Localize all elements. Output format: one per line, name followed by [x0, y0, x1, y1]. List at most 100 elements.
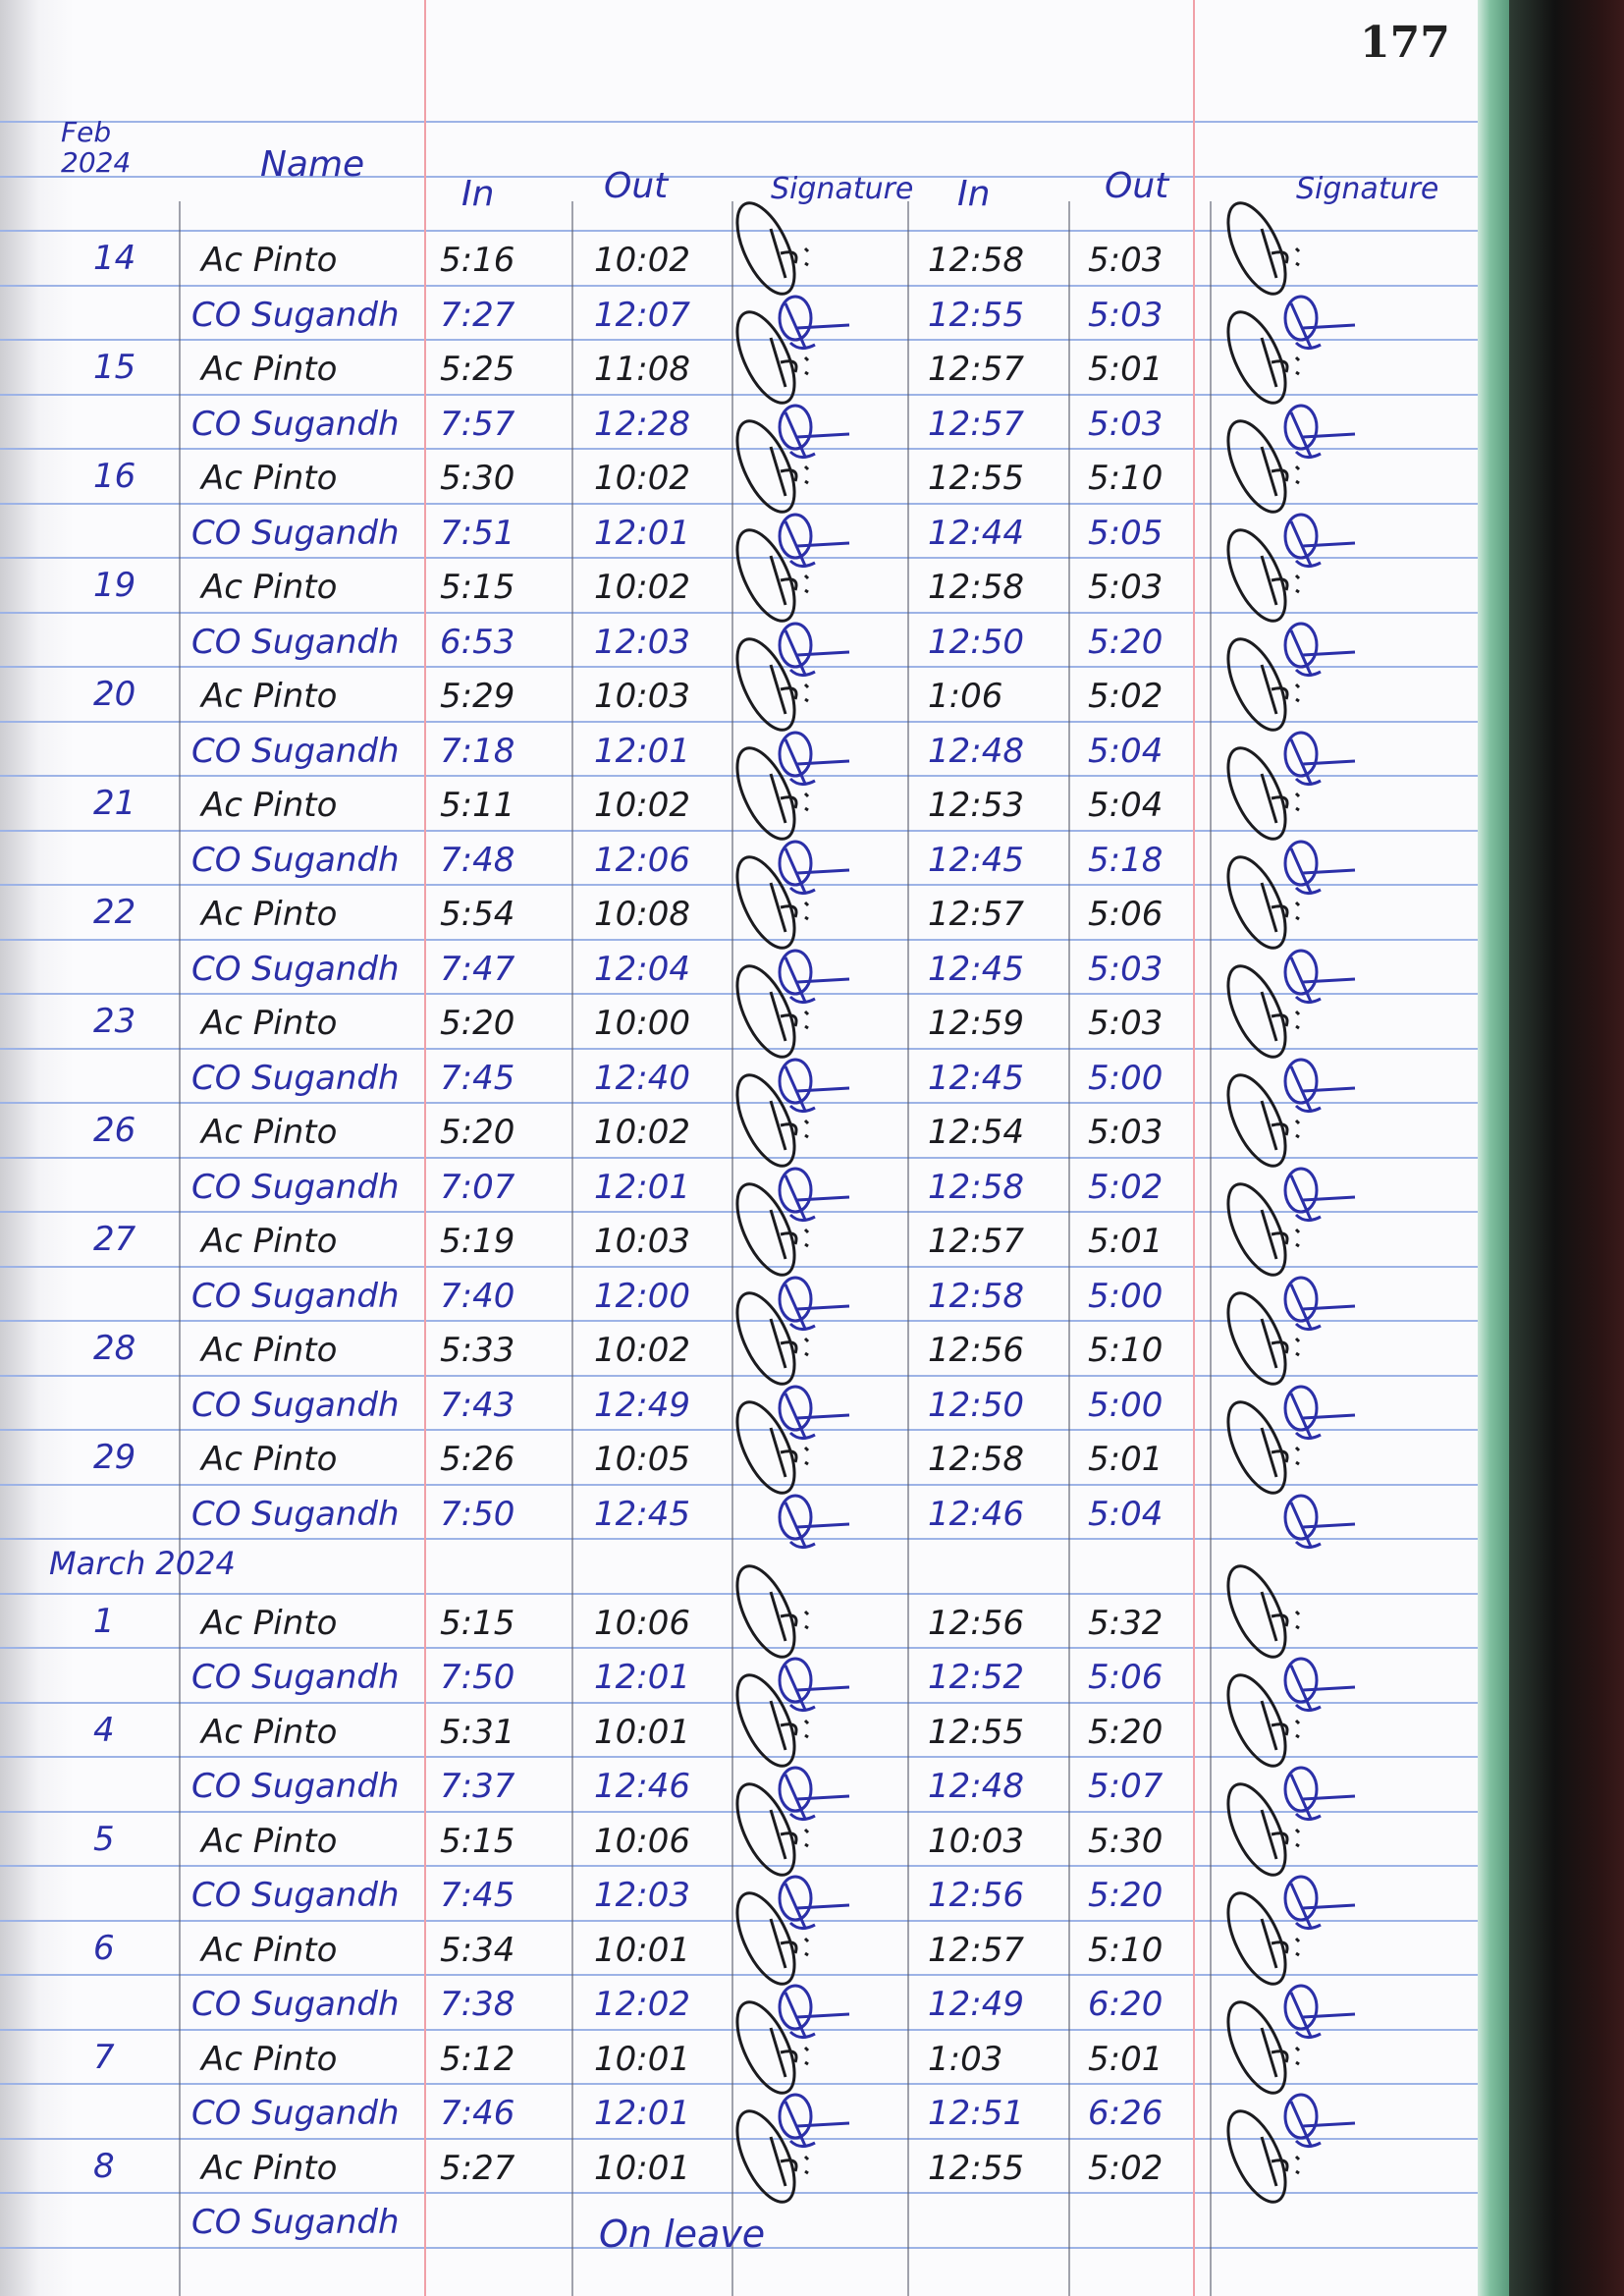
- row-date: 16: [93, 457, 136, 496]
- row-out-1: 12:03: [594, 1876, 690, 1915]
- row-in-2: 12:53: [928, 786, 1024, 825]
- row-name: Ac Pinto: [201, 568, 338, 607]
- ruled-line: [0, 939, 1478, 941]
- row-out-2: 5:00: [1088, 1386, 1164, 1425]
- row-out-1: 10:06: [594, 1822, 690, 1861]
- row-date: 6: [93, 1929, 115, 1968]
- ruled-line: [0, 1756, 1478, 1758]
- row-name: CO Sugandh: [191, 296, 400, 335]
- row-in-2: 10:03: [928, 1822, 1024, 1861]
- header-out-2: Out: [1105, 166, 1169, 206]
- row-out-1: 10:02: [594, 786, 690, 825]
- signature-mark: [735, 528, 810, 623]
- row-out-2: 5:04: [1088, 786, 1164, 825]
- row-in-2: 12:58: [928, 241, 1024, 280]
- row-in-2: 12:49: [928, 1985, 1024, 2024]
- column-divider: [571, 201, 573, 2296]
- row-in-1: 5:54: [440, 895, 515, 934]
- row-in-1: 7:40: [440, 1277, 515, 1316]
- row-in-1: 5:12: [440, 2040, 515, 2079]
- row-in-2: 12:57: [928, 1222, 1024, 1261]
- signature-mark: [1226, 2000, 1301, 2095]
- signature-mark: [1226, 1400, 1301, 1495]
- row-in-1: 5:16: [440, 241, 515, 280]
- signature-mark: [1283, 1984, 1356, 2039]
- row-in-1: 5:20: [440, 1004, 515, 1043]
- row-name: CO Sugandh: [191, 2203, 400, 2242]
- signature-mark: [1226, 310, 1301, 405]
- row-in-2: 12:50: [928, 1386, 1024, 1425]
- row-out-1: 10:01: [594, 1713, 690, 1752]
- signature-mark: [1283, 731, 1356, 786]
- row-out-2: 5:01: [1088, 1440, 1164, 1479]
- row-name: Ac Pinto: [201, 241, 338, 280]
- row-out-1: 12:04: [594, 950, 690, 989]
- header-out-1: Out: [604, 166, 669, 206]
- row-out-2: 5:01: [1088, 350, 1164, 389]
- signature-mark: [1226, 855, 1301, 950]
- signature-mark: [1226, 1891, 1301, 1986]
- signature-mark: [1283, 840, 1356, 895]
- row-out-1: 10:02: [594, 568, 690, 607]
- ruled-line: [0, 394, 1478, 396]
- row-in-2: 12:55: [928, 2149, 1024, 2188]
- row-out-2: 5:03: [1088, 405, 1164, 444]
- row-out-1: 12:45: [594, 1495, 690, 1534]
- signature-mark: [1226, 2109, 1301, 2204]
- row-out-1: 12:02: [594, 1985, 690, 2024]
- signature-mark: [778, 949, 850, 1004]
- row-name: CO Sugandh: [191, 1985, 400, 2024]
- row-out-2: 5:03: [1088, 950, 1164, 989]
- signature-mark: [1226, 201, 1301, 296]
- row-name: CO Sugandh: [191, 1059, 400, 1098]
- row-in-2: 12:56: [928, 1331, 1024, 1370]
- row-date: 20: [93, 675, 136, 714]
- row-name: CO Sugandh: [191, 405, 400, 444]
- ruled-line: [0, 2083, 1478, 2085]
- row-name: CO Sugandh: [191, 1658, 400, 1697]
- signature-mark: [778, 731, 850, 786]
- row-in-1: 7:37: [440, 1767, 515, 1806]
- row-in-2: 12:45: [928, 950, 1024, 989]
- row-in-2: 12:51: [928, 2094, 1024, 2133]
- ruled-line: [0, 1865, 1478, 1867]
- row-out-2: 5:10: [1088, 1931, 1164, 1970]
- row-note: On leave: [599, 2213, 766, 2256]
- header-signature-2: Signature: [1296, 172, 1439, 206]
- ruled-line: [0, 121, 1478, 123]
- row-name: Ac Pinto: [201, 1440, 338, 1479]
- row-in-2: 12:55: [928, 1713, 1024, 1752]
- row-in-1: 7:18: [440, 732, 515, 771]
- signature-mark: [735, 419, 810, 514]
- notebook-page: [0, 0, 1478, 2296]
- row-in-2: 12:57: [928, 405, 1024, 444]
- row-out-2: 5:20: [1088, 1713, 1164, 1752]
- row-date: 5: [93, 1820, 115, 1859]
- row-in-1: 5:19: [440, 1222, 515, 1261]
- row-out-2: 5:04: [1088, 732, 1164, 771]
- signature-mark: [1226, 1182, 1301, 1277]
- signature-mark: [735, 1673, 810, 1768]
- ruled-line: [0, 1647, 1478, 1649]
- row-in-2: 12:45: [928, 1059, 1024, 1098]
- signature-mark: [735, 964, 810, 1059]
- row-in-2: 12:54: [928, 1113, 1024, 1152]
- signature-mark: [1226, 746, 1301, 841]
- row-in-1: 7:46: [440, 2094, 515, 2133]
- signature-mark: [778, 1494, 850, 1549]
- row-in-2: 12:59: [928, 1004, 1024, 1043]
- signature-mark: [735, 637, 810, 732]
- signature-mark: [735, 1891, 810, 1986]
- row-name: Ac Pinto: [201, 1931, 338, 1970]
- row-out-1: 12:40: [594, 1059, 690, 1098]
- row-in-1: 7:07: [440, 1168, 515, 1207]
- row-out-2: 5:20: [1088, 623, 1164, 662]
- row-in-2: 12:57: [928, 1931, 1024, 1970]
- header-signature-1: Signature: [771, 172, 914, 206]
- row-date: 23: [93, 1002, 136, 1041]
- row-date: 21: [93, 784, 136, 823]
- row-in-1: 7:47: [440, 950, 515, 989]
- section-label: March 2024: [49, 1545, 236, 1582]
- row-in-2: 12:50: [928, 623, 1024, 662]
- row-in-2: 12:56: [928, 1876, 1024, 1915]
